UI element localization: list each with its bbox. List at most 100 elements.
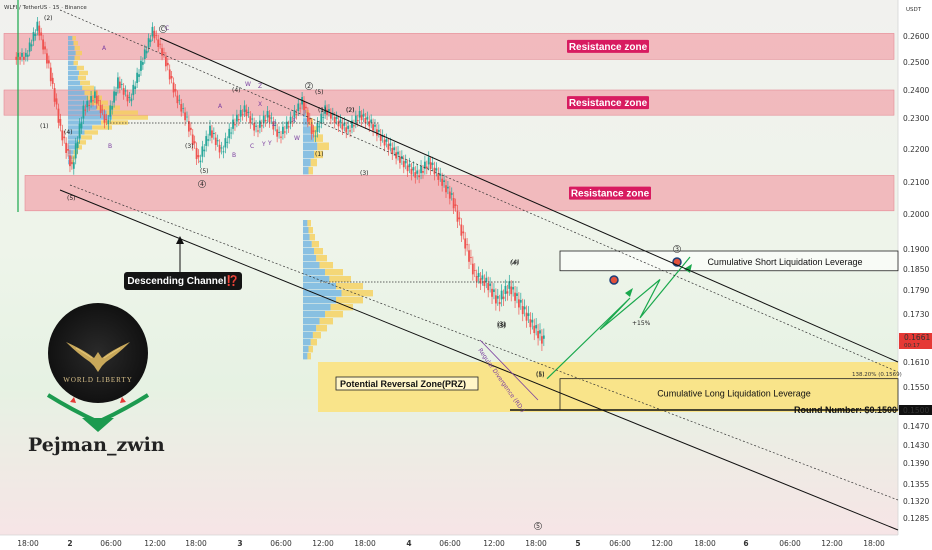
candle <box>517 299 520 308</box>
candle <box>166 62 169 66</box>
candle <box>209 125 211 136</box>
volume-bar <box>303 241 312 248</box>
candle <box>494 295 497 304</box>
gain-label: +15% <box>632 320 651 327</box>
candle <box>211 130 213 138</box>
candle <box>220 147 223 149</box>
volume-bar <box>72 155 76 160</box>
logo-text: WORLD LIBERTY <box>63 376 133 384</box>
divergence-line <box>479 339 539 401</box>
volume-bar <box>73 40 78 46</box>
candle <box>199 160 202 163</box>
candle <box>15 56 18 60</box>
price-tick: 0.1550 <box>903 383 929 392</box>
candle <box>164 56 167 67</box>
price-tick: 0.1500 <box>903 406 929 415</box>
candle <box>245 109 248 117</box>
time-tick: 06:00 <box>779 539 801 548</box>
candle <box>155 35 158 36</box>
candle <box>170 76 173 79</box>
candle <box>477 273 480 278</box>
time-tick: 12:00 <box>651 539 673 548</box>
candle <box>502 296 505 299</box>
candle <box>506 291 509 294</box>
candle <box>295 114 298 116</box>
candle <box>326 109 328 115</box>
volume-bar <box>68 65 77 71</box>
wave-label-purple: X <box>258 101 262 108</box>
candle <box>115 91 117 96</box>
price-tick: 0.2200 <box>903 145 929 154</box>
time-tick: 3 <box>237 539 242 548</box>
wave-label: (2) <box>44 15 53 22</box>
candle <box>303 101 305 111</box>
candle <box>410 168 413 175</box>
wave-circle <box>198 180 206 188</box>
candle <box>283 131 286 133</box>
volume-bar <box>314 150 323 159</box>
candle <box>95 95 98 104</box>
candle <box>195 147 198 160</box>
volume-bar <box>84 130 98 135</box>
candle <box>72 162 75 169</box>
candle <box>521 306 524 315</box>
candle <box>489 283 492 286</box>
resistance-zone-label: Resistance zone <box>571 189 650 200</box>
candle <box>130 98 133 102</box>
price-tick: 0.1320 <box>903 497 929 506</box>
volume-bar <box>79 70 88 76</box>
candle <box>498 302 501 305</box>
candle <box>347 125 350 129</box>
volume-bar <box>92 125 112 130</box>
eagle-icon <box>66 342 130 372</box>
candle <box>157 39 160 47</box>
candle <box>454 204 457 206</box>
candle <box>439 173 442 176</box>
price-tick: 0.1390 <box>903 459 929 468</box>
candle <box>178 99 181 101</box>
symbol-header: WLFI / TetherUS · 15 · Binance <box>4 5 87 11</box>
volume-bar <box>68 80 81 86</box>
volume-bar <box>303 311 325 318</box>
volume-bar <box>81 135 92 140</box>
wave-label-purple: A <box>102 45 107 52</box>
price-tick: 0.1850 <box>903 265 929 274</box>
wave-circle-label: 4 <box>200 181 204 188</box>
candle <box>287 126 290 128</box>
volume-bar <box>303 134 314 142</box>
volume-bar <box>75 145 82 150</box>
time-tick: 6 <box>743 539 748 548</box>
candle <box>479 278 482 284</box>
resistance-zone-label-bg <box>569 186 651 200</box>
candle <box>226 141 229 143</box>
candle <box>65 142 68 153</box>
candle <box>452 198 455 209</box>
volume-bar <box>303 255 317 262</box>
candle <box>228 128 231 139</box>
candle <box>44 46 46 50</box>
wave-circle-label: C <box>161 26 165 33</box>
candle <box>24 52 27 57</box>
candle <box>366 116 369 120</box>
candle <box>59 119 62 126</box>
time-tick: 18:00 <box>863 539 885 548</box>
candle <box>399 156 401 163</box>
resistance-zone <box>24 175 895 212</box>
candle <box>345 127 348 133</box>
time-tick: 18:00 <box>354 539 376 548</box>
candle <box>266 111 269 118</box>
candle <box>542 335 545 339</box>
candle <box>186 116 188 118</box>
candle <box>414 172 417 178</box>
wave-label: (1) <box>315 151 324 158</box>
price-tick: 0.2500 <box>903 58 929 67</box>
volume-bar <box>74 55 80 61</box>
wave-label-purple: X <box>292 117 296 124</box>
candle <box>61 130 64 141</box>
candle <box>460 224 463 236</box>
time-tick: 18:00 <box>694 539 716 548</box>
candle <box>253 123 256 131</box>
resistance-zone <box>3 33 895 60</box>
candle <box>92 100 94 102</box>
wave-label: (5) <box>536 371 545 378</box>
